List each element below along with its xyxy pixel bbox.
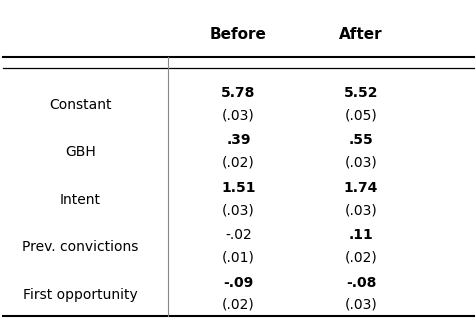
Text: (.03): (.03) bbox=[344, 203, 377, 217]
Text: (.02): (.02) bbox=[222, 156, 254, 170]
Text: .55: .55 bbox=[348, 133, 373, 147]
Text: -.08: -.08 bbox=[345, 276, 376, 290]
Text: 5.52: 5.52 bbox=[343, 86, 377, 100]
Text: Constant: Constant bbox=[49, 98, 111, 112]
Text: (.05): (.05) bbox=[344, 108, 377, 122]
Text: (.03): (.03) bbox=[344, 298, 377, 312]
Text: (.03): (.03) bbox=[344, 156, 377, 170]
Text: (.03): (.03) bbox=[222, 108, 254, 122]
Text: (.01): (.01) bbox=[222, 251, 254, 264]
Text: First opportunity: First opportunity bbox=[23, 288, 138, 301]
Text: (.03): (.03) bbox=[222, 203, 254, 217]
Text: GBH: GBH bbox=[65, 145, 96, 159]
Text: After: After bbox=[338, 27, 382, 42]
Text: 1.74: 1.74 bbox=[343, 181, 377, 195]
Text: 1.51: 1.51 bbox=[221, 181, 255, 195]
Text: (.02): (.02) bbox=[222, 298, 254, 312]
Text: .39: .39 bbox=[226, 133, 250, 147]
Text: .11: .11 bbox=[348, 228, 373, 242]
Text: Intent: Intent bbox=[60, 193, 101, 207]
Text: (.02): (.02) bbox=[344, 251, 377, 264]
Text: 5.78: 5.78 bbox=[221, 86, 255, 100]
Text: -.09: -.09 bbox=[223, 276, 253, 290]
Text: -.02: -.02 bbox=[225, 228, 251, 242]
Text: Prev. convictions: Prev. convictions bbox=[22, 240, 139, 254]
Text: Before: Before bbox=[209, 27, 267, 42]
